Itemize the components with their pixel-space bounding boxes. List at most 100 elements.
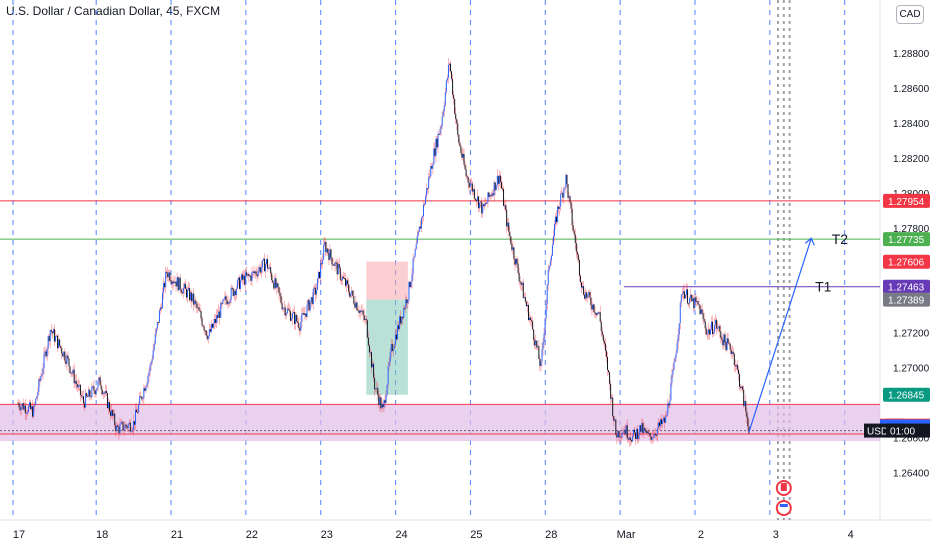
candle-body bbox=[627, 438, 629, 440]
candle-body bbox=[294, 312, 296, 325]
candle-body bbox=[683, 291, 685, 299]
candle-body bbox=[479, 202, 481, 209]
candle-body bbox=[679, 302, 681, 324]
candle-body bbox=[291, 312, 293, 319]
candle-body bbox=[119, 424, 121, 434]
candle-body bbox=[37, 392, 39, 397]
candle-body bbox=[372, 363, 374, 368]
candle-body bbox=[518, 272, 520, 282]
candle-body bbox=[704, 321, 706, 329]
y-tick-label: 1.27200 bbox=[893, 329, 930, 340]
candle-body bbox=[647, 431, 649, 434]
candle-body bbox=[260, 267, 262, 273]
candle-body bbox=[565, 174, 567, 188]
candle-body bbox=[327, 248, 329, 254]
price-tag: 1.27463 bbox=[883, 279, 930, 294]
candle-body bbox=[136, 409, 138, 413]
candle-body bbox=[146, 383, 148, 387]
candle-body bbox=[54, 336, 56, 342]
candle-body bbox=[642, 423, 644, 434]
chart-title: U.S. Dollar / Canadian Dollar, 45, FXCM bbox=[6, 4, 221, 18]
candle-body bbox=[267, 259, 269, 269]
candle-body bbox=[130, 431, 132, 433]
candle-body bbox=[295, 315, 297, 325]
candle-body bbox=[645, 429, 647, 433]
candle-body bbox=[215, 319, 217, 323]
candle-body bbox=[118, 426, 120, 434]
candle-body bbox=[537, 346, 539, 348]
candle-body bbox=[678, 323, 680, 335]
candle-body bbox=[367, 337, 369, 346]
y-tick-label: 1.28400 bbox=[893, 119, 930, 130]
candle-body bbox=[261, 260, 263, 268]
candle-body bbox=[691, 294, 693, 302]
candle-body bbox=[117, 425, 119, 427]
candle-body bbox=[274, 278, 276, 289]
candle-body bbox=[228, 302, 230, 304]
candle-body bbox=[285, 313, 287, 316]
candle-body bbox=[25, 412, 27, 414]
candle-body bbox=[360, 310, 362, 312]
candle-body bbox=[97, 380, 99, 388]
candle-body bbox=[670, 382, 672, 401]
candle-body bbox=[35, 398, 37, 405]
candle-body bbox=[188, 287, 190, 290]
candle-body bbox=[687, 289, 689, 304]
candle-body bbox=[532, 321, 534, 330]
candle-body bbox=[408, 281, 410, 301]
candle-body bbox=[650, 436, 652, 440]
candle-body bbox=[672, 369, 674, 375]
candle-body bbox=[315, 289, 317, 295]
candle-body bbox=[229, 299, 231, 303]
candle-body bbox=[369, 352, 371, 354]
candle-body bbox=[711, 321, 713, 335]
candle-body bbox=[333, 264, 335, 266]
candle-body bbox=[190, 292, 192, 301]
candle-body bbox=[619, 436, 621, 438]
candle-body bbox=[113, 413, 115, 416]
candle-body bbox=[36, 396, 38, 399]
candle-body bbox=[543, 333, 545, 343]
candle-body bbox=[145, 386, 147, 391]
candle-body bbox=[400, 316, 402, 324]
candle-body bbox=[236, 280, 238, 289]
candle-body bbox=[300, 322, 302, 331]
candle-body bbox=[199, 310, 201, 312]
candle-body bbox=[23, 405, 25, 410]
candle-body bbox=[361, 310, 363, 312]
candle-body bbox=[198, 307, 200, 311]
candle-body bbox=[335, 262, 337, 264]
candle-body bbox=[635, 432, 637, 439]
candle-body bbox=[723, 334, 725, 346]
candle-body bbox=[351, 290, 353, 294]
candle-body bbox=[460, 146, 462, 154]
y-tick-label: 1.27000 bbox=[893, 364, 930, 375]
x-tick-label: 3 bbox=[773, 529, 779, 541]
y-tick-label: 1.28200 bbox=[893, 154, 930, 165]
candle-body bbox=[625, 425, 627, 435]
candle-body bbox=[106, 393, 108, 409]
candle-body bbox=[733, 353, 735, 366]
candle-body bbox=[436, 138, 438, 148]
candle-body bbox=[92, 386, 94, 388]
y-tick-label: 1.26600 bbox=[893, 434, 930, 445]
candle-body bbox=[396, 325, 398, 340]
candle-body bbox=[578, 259, 580, 276]
candle-body bbox=[311, 297, 313, 305]
candle-body bbox=[129, 422, 131, 432]
candle-body bbox=[53, 329, 55, 342]
candle-body bbox=[46, 348, 48, 357]
candle-body bbox=[93, 386, 95, 391]
currency-button[interactable]: CAD bbox=[896, 5, 924, 24]
candle-body bbox=[86, 393, 88, 397]
candle-body bbox=[326, 248, 328, 253]
candle-body bbox=[308, 299, 310, 311]
candle-body bbox=[121, 421, 123, 423]
candle-body bbox=[218, 311, 220, 318]
candle-body bbox=[419, 226, 421, 229]
candle-body bbox=[125, 424, 127, 427]
y-tick-label: 1.27800 bbox=[893, 224, 930, 235]
candle-body bbox=[266, 259, 268, 265]
candle-body bbox=[671, 374, 673, 383]
